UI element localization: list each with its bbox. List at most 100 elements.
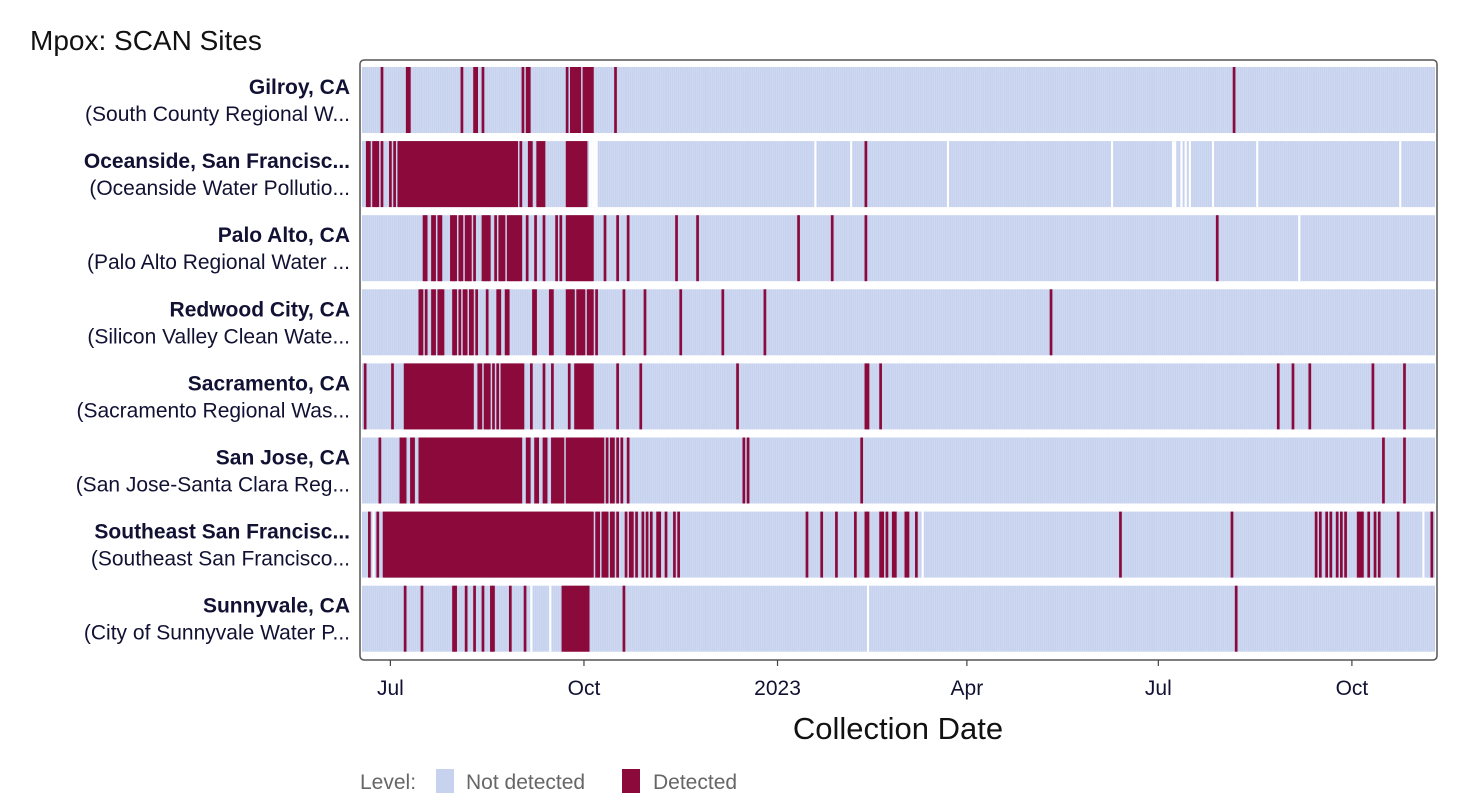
detected-day-cell [397, 141, 401, 208]
missing-day-cell [1211, 141, 1215, 208]
missing-day-cell [530, 585, 533, 652]
detected-day-cell [481, 67, 485, 133]
detected-day-cell [477, 363, 481, 430]
detected-day-cell [569, 141, 573, 208]
detected-day-cell [1373, 511, 1377, 578]
legend-swatch-not-detected [436, 769, 454, 793]
detected-day-cell [538, 511, 542, 578]
detected-day-cell [412, 141, 415, 208]
detected-day-cell [530, 363, 533, 430]
detected-day-cell [572, 67, 575, 133]
detected-day-cell [904, 511, 908, 578]
detected-day-cell [586, 215, 590, 282]
detected-day-cell [443, 511, 447, 578]
detected-day-cell [487, 437, 491, 504]
detected-day-cell [496, 141, 500, 208]
detected-day-cell [906, 511, 910, 578]
detected-day-cell [578, 289, 582, 356]
detected-day-cell [551, 289, 554, 356]
detected-day-cell [483, 215, 487, 282]
detected-day-cell [523, 511, 527, 578]
missing-day-cell [1188, 141, 1191, 208]
detected-day-cell [582, 363, 586, 430]
row-background [362, 585, 1435, 652]
x-tick-label: 2023 [754, 677, 801, 700]
x-tick-label: Jul [1145, 677, 1172, 700]
detected-day-cell [1344, 511, 1347, 578]
detected-day-cell [572, 215, 575, 282]
detected-day-cell [412, 511, 415, 578]
detected-day-cell [471, 363, 474, 430]
detected-day-cell [515, 437, 518, 504]
detected-day-cell [424, 511, 428, 578]
detected-day-cell [407, 363, 411, 430]
detected-day-cell [469, 289, 472, 356]
detected-day-cell [576, 141, 579, 208]
detected-day-cell [433, 363, 436, 430]
detected-day-cell [555, 511, 558, 578]
plot-frame [359, 59, 1438, 661]
detected-day-cell [424, 141, 428, 208]
detected-day-cell [416, 141, 420, 208]
detected-day-cell [513, 437, 516, 504]
detected-day-cell [593, 437, 596, 504]
detected-day-cell [578, 511, 582, 578]
detected-day-cell [405, 511, 409, 578]
detected-day-cell [631, 511, 634, 578]
detected-day-cell [574, 363, 577, 430]
detected-day-cell [622, 585, 626, 652]
detected-day-cell [569, 437, 573, 504]
detected-day-cell [445, 363, 449, 430]
detected-day-cell [609, 511, 613, 578]
detected-day-cell [567, 363, 571, 430]
detected-day-cell [481, 511, 485, 578]
detected-day-cell [517, 363, 521, 430]
detected-day-cell [584, 437, 588, 504]
detected-day-cell [454, 363, 457, 430]
detected-day-cell [565, 511, 569, 578]
detected-day-cell [576, 67, 579, 133]
detected-day-cell [469, 215, 472, 282]
detected-day-cell [521, 511, 525, 578]
heatmap-row [362, 67, 1435, 133]
detected-day-cell [416, 363, 420, 430]
detected-day-cell [546, 511, 550, 578]
detected-day-cell [414, 511, 417, 578]
detected-day-cell [679, 289, 683, 356]
detected-day-cell [893, 511, 897, 578]
detected-day-cell [462, 363, 466, 430]
detected-day-cell [439, 437, 443, 504]
detected-day-cell [464, 363, 468, 430]
detected-day-cell [1356, 511, 1360, 578]
detected-day-cell [492, 511, 495, 578]
detected-day-cell [574, 141, 577, 208]
detected-day-cell [1371, 363, 1375, 430]
detected-day-cell [368, 141, 371, 208]
detected-day-cell [565, 215, 569, 282]
detected-day-cell [1049, 289, 1053, 356]
detected-day-cell [452, 585, 455, 652]
detected-day-cell [393, 511, 396, 578]
detected-day-cell [435, 437, 439, 504]
detected-day-cell [481, 585, 485, 652]
detected-day-cell [445, 511, 449, 578]
detected-day-cell [414, 363, 417, 430]
detected-day-cell [405, 67, 409, 133]
detected-day-cell [475, 437, 479, 504]
detected-day-cell [376, 141, 380, 208]
detected-day-cell [424, 289, 428, 356]
detected-day-cell [534, 215, 537, 282]
detected-day-cell [513, 363, 516, 430]
detected-day-cell [542, 141, 546, 208]
x-tick-label: Jul [377, 677, 404, 700]
detected-day-cell [511, 215, 514, 282]
detected-day-cell [591, 215, 594, 282]
detected-day-cell [424, 363, 428, 430]
detected-day-cell [517, 511, 521, 578]
detected-day-cell [559, 215, 563, 282]
detected-day-cell [866, 363, 870, 430]
detected-day-cell [601, 511, 605, 578]
detected-day-cell [450, 215, 453, 282]
detected-day-cell [504, 141, 508, 208]
detected-day-cell [578, 67, 582, 133]
